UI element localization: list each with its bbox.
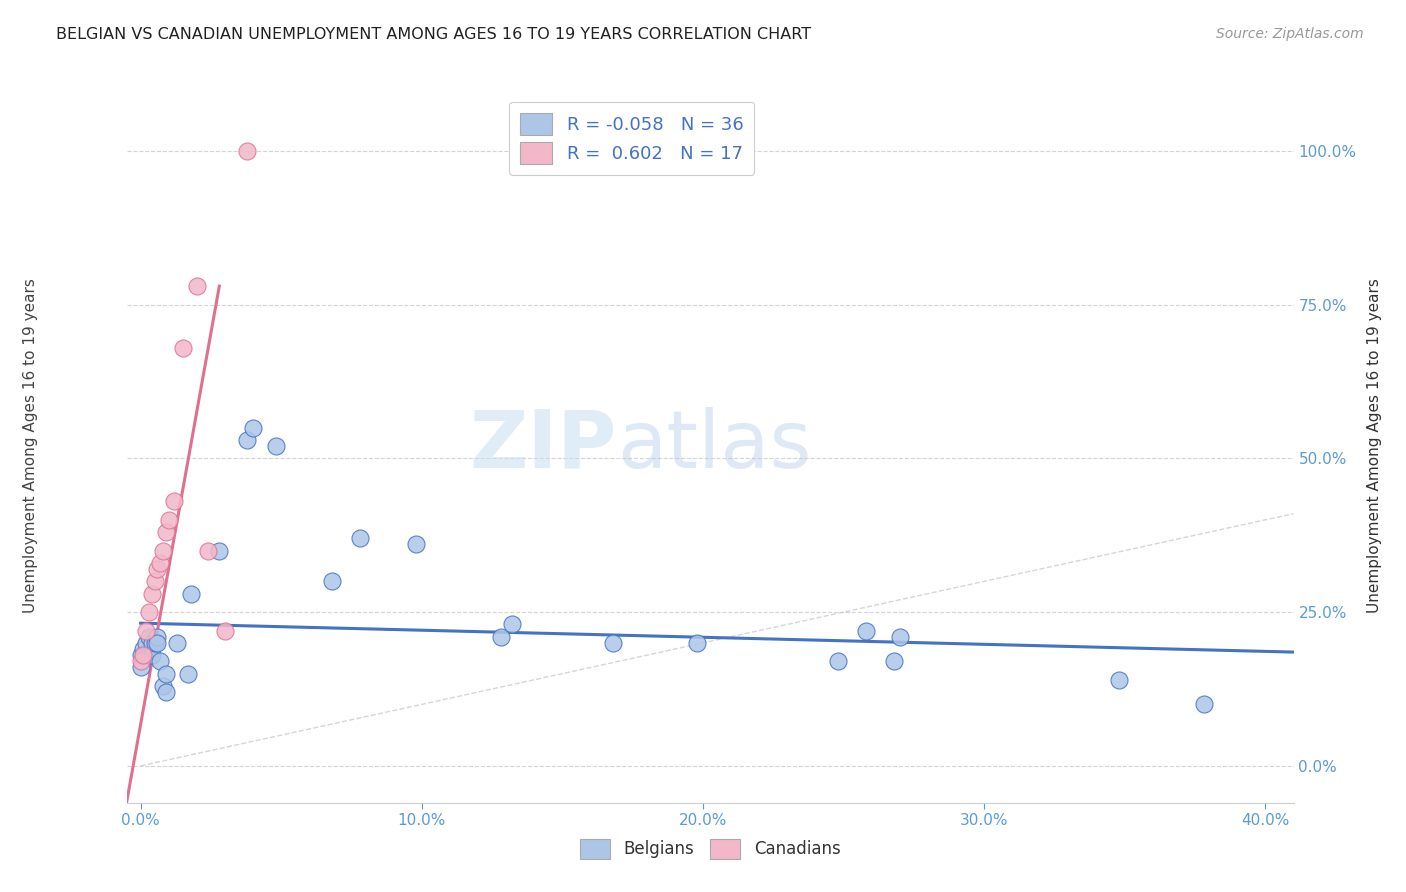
Point — [149, 556, 172, 570]
Point — [146, 630, 169, 644]
Text: ZIP: ZIP — [470, 407, 617, 485]
Point — [163, 494, 186, 508]
Point — [236, 144, 259, 158]
Point — [141, 636, 163, 650]
Point — [321, 574, 343, 589]
Point — [146, 562, 169, 576]
Point — [135, 648, 157, 662]
Point — [501, 617, 523, 632]
Point — [141, 587, 163, 601]
Point — [143, 636, 166, 650]
Point — [149, 654, 172, 668]
Point — [138, 648, 160, 662]
Point — [152, 679, 174, 693]
Point — [155, 525, 177, 540]
Text: BELGIAN VS CANADIAN UNEMPLOYMENT AMONG AGES 16 TO 19 YEARS CORRELATION CHART: BELGIAN VS CANADIAN UNEMPLOYMENT AMONG A… — [56, 27, 811, 42]
Point — [197, 543, 219, 558]
Point — [855, 624, 877, 638]
Point — [405, 537, 427, 551]
Point — [129, 660, 152, 674]
Legend: Belgians, Canadians: Belgians, Canadians — [574, 832, 846, 866]
Text: Unemployment Among Ages 16 to 19 years: Unemployment Among Ages 16 to 19 years — [24, 278, 38, 614]
Text: Source: ZipAtlas.com: Source: ZipAtlas.com — [1216, 27, 1364, 41]
Point — [1192, 698, 1215, 712]
Point — [157, 513, 180, 527]
Point — [827, 654, 849, 668]
Y-axis label: Unemployment Among Ages 16 to 19 years: Unemployment Among Ages 16 to 19 years — [1368, 278, 1382, 614]
Point — [146, 636, 169, 650]
Text: atlas: atlas — [617, 407, 811, 485]
Point — [889, 630, 911, 644]
Point — [138, 605, 160, 619]
Point — [186, 279, 208, 293]
Point — [152, 543, 174, 558]
Point — [155, 685, 177, 699]
Point — [686, 636, 709, 650]
Point — [1108, 673, 1130, 687]
Point — [129, 648, 152, 662]
Point — [138, 630, 160, 644]
Point — [143, 574, 166, 589]
Point — [489, 630, 512, 644]
Point — [236, 433, 259, 447]
Point — [132, 648, 155, 662]
Point — [135, 624, 157, 638]
Point — [214, 624, 236, 638]
Point — [180, 587, 202, 601]
Point — [155, 666, 177, 681]
Point — [129, 654, 152, 668]
Point — [135, 636, 157, 650]
Point — [166, 636, 188, 650]
Point — [349, 531, 371, 545]
Point — [264, 439, 287, 453]
Point — [242, 420, 264, 434]
Point — [172, 341, 194, 355]
Point — [177, 666, 200, 681]
Point — [141, 648, 163, 662]
Point — [132, 642, 155, 657]
Point — [602, 636, 624, 650]
Point — [208, 543, 231, 558]
Point — [883, 654, 905, 668]
